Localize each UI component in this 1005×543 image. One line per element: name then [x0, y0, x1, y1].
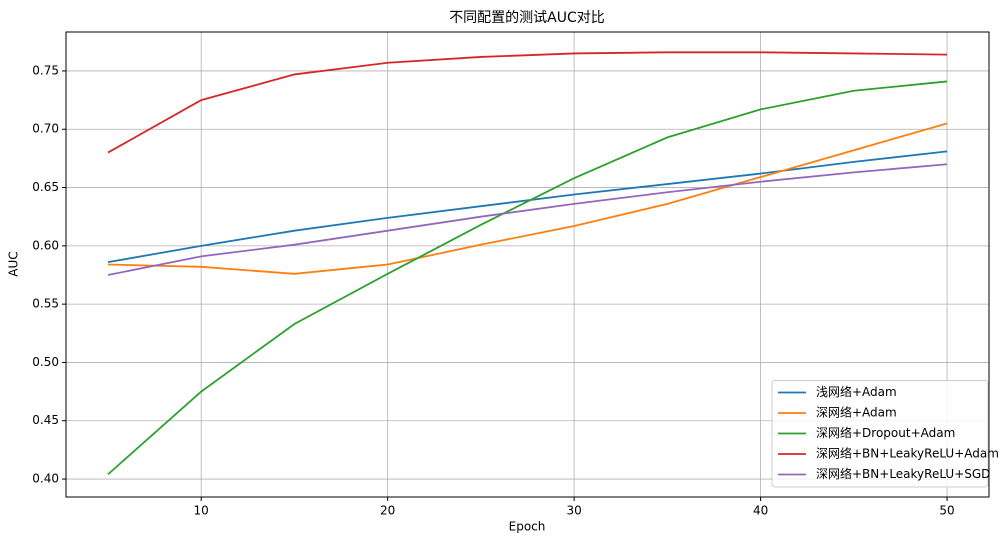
legend-label: 深网络+BN+LeakyReLU+SGD [816, 466, 990, 481]
y-tick-label: 0.65 [32, 180, 59, 194]
data-line [107, 122, 948, 275]
x-tick-label: 50 [939, 504, 954, 518]
y-tick-label: 0.45 [32, 413, 59, 427]
y-tick-label: 0.60 [32, 238, 59, 252]
x-tick-label: 40 [753, 504, 768, 518]
y-axis-label: AUC [7, 251, 21, 276]
y-tick-label: 0.75 [32, 63, 59, 77]
y-tick-label: 0.50 [32, 355, 59, 369]
legend-label: 深网络+BN+LeakyReLU+Adam [816, 446, 999, 461]
x-tick-label: 20 [380, 504, 395, 518]
legend-label: 深网络+Adam [816, 405, 897, 420]
x-tick-label: 30 [566, 504, 581, 518]
chart-title: 不同配置的测试AUC对比 [449, 10, 605, 26]
y-tick-label: 0.40 [32, 472, 59, 486]
data-line [107, 150, 948, 264]
legend-box [771, 380, 989, 488]
data-line [107, 80, 948, 476]
data-line [107, 51, 948, 154]
data-line [107, 163, 948, 276]
legend-label: 深网络+Dropout+Adam [816, 425, 955, 440]
y-tick-label: 0.70 [32, 122, 59, 136]
y-tick-label: 0.55 [32, 297, 59, 311]
x-axis-label: Epoch [509, 520, 546, 534]
plot-frame [65, 31, 990, 498]
legend-label: 浅网络+Adam [816, 384, 897, 399]
x-tick-label: 10 [194, 504, 209, 518]
